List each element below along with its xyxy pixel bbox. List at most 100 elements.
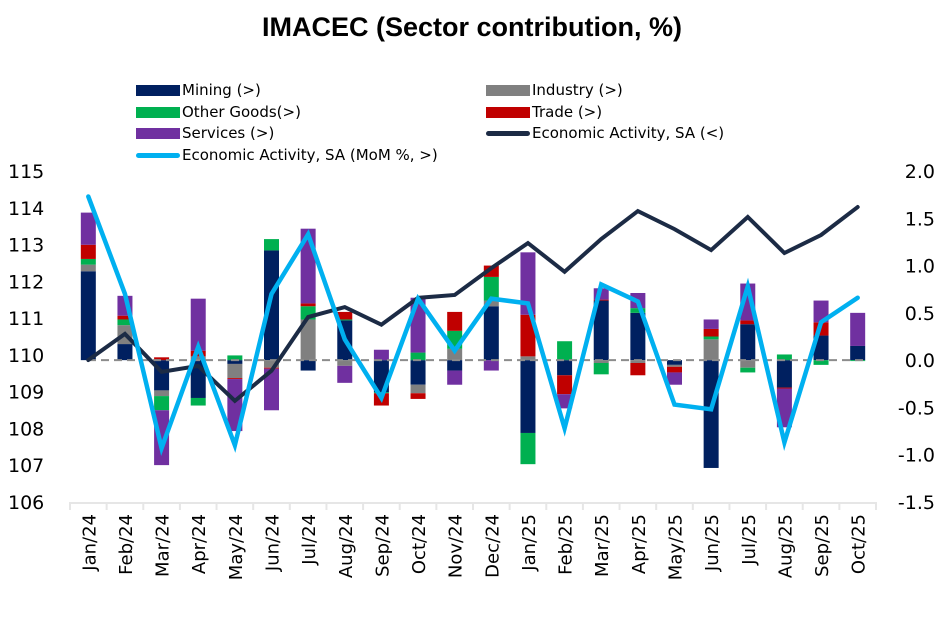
x-tick-label: Feb/25 — [556, 514, 577, 575]
bar-trade — [593, 299, 609, 301]
x-tick-label: Apr/24 — [189, 514, 210, 574]
bar-industry — [740, 360, 756, 368]
x-tick-label: Sep/25 — [812, 514, 833, 577]
left-tick-label: 106 — [8, 492, 44, 514]
bar-trade — [337, 311, 353, 320]
bar-services — [264, 368, 279, 411]
bar-industry — [667, 364, 682, 367]
legend-swatch-industry — [486, 84, 530, 96]
bar-mining — [410, 360, 426, 385]
x-tick-label: Jul/25 — [739, 514, 760, 566]
bar-services — [227, 379, 243, 432]
bar-industry — [703, 339, 719, 361]
bar-mining — [776, 360, 792, 388]
bar-industry — [227, 363, 243, 379]
bar-trade — [300, 303, 316, 307]
bar-industry — [337, 360, 353, 366]
bar-trade — [630, 362, 646, 376]
bar-mining — [667, 360, 682, 365]
right-axis: 2.0 1.5 1.0 0.5 0.0 -0.5 -1.0 -1.5 — [898, 161, 935, 514]
legend-swatch-other-goods — [136, 106, 180, 118]
legend-label: Mining (>) — [182, 81, 261, 99]
bar-industry — [630, 360, 646, 363]
left-tick-label: 108 — [8, 418, 44, 440]
bar-industry — [300, 319, 316, 361]
bar-trade — [410, 393, 426, 399]
x-axis: Jan/24 Feb/24 Mar/24 Apr/24 May/24 Jun/24 Jul/… — [69, 502, 877, 580]
legend-swatch-economic-activity-mom — [136, 152, 180, 158]
x-tick-label: Jun/24 — [263, 514, 284, 572]
bar-services — [850, 312, 866, 346]
bar-services — [373, 349, 389, 361]
bar-services — [520, 252, 536, 315]
bar-other-goods — [227, 355, 243, 361]
bar-industry — [593, 360, 609, 363]
bar-services — [483, 360, 499, 371]
legend-swatch-trade — [486, 106, 530, 118]
x-tick-label: Aug/25 — [775, 514, 796, 578]
bar-other-goods — [776, 354, 792, 361]
bar-other-goods — [117, 319, 133, 326]
bar-other-goods — [740, 367, 756, 373]
bar-other-goods — [557, 341, 573, 361]
bar-mining — [483, 306, 499, 361]
bar-trade — [227, 378, 243, 380]
bar-other-goods — [630, 308, 646, 313]
bar-trade — [154, 357, 170, 361]
bar-industry — [264, 360, 279, 368]
bar-industry — [520, 356, 536, 361]
legend-swatch-economic-activity — [486, 130, 530, 136]
right-tick-label: 1.5 — [905, 208, 935, 230]
bars — [80, 212, 866, 468]
legend-label: Other Goods(>) — [182, 103, 301, 121]
bar-other-goods — [80, 258, 96, 265]
bar-services — [813, 300, 829, 323]
legend-label: Services (>) — [182, 124, 275, 142]
x-tick-label: Feb/24 — [116, 514, 137, 575]
left-tick-label: 114 — [8, 198, 44, 220]
bar-services — [80, 212, 96, 245]
line-economic-activity-mom — [86, 194, 860, 456]
left-tick-label: 109 — [8, 382, 44, 404]
x-tick-label: May/25 — [666, 514, 687, 580]
bar-mining — [850, 345, 866, 361]
x-tick-label: Dec/24 — [482, 514, 503, 578]
legend-item-industry: Industry (>) — [486, 80, 623, 100]
right-tick-label: 1.0 — [905, 256, 935, 278]
right-tick-label: -0.5 — [898, 397, 935, 419]
chart-title: IMACEC (Sector contribution, %) — [262, 12, 682, 42]
x-tick-label: Nov/24 — [446, 514, 467, 578]
bar-mining — [593, 300, 609, 361]
bar-services — [667, 372, 682, 385]
bar-industry — [410, 384, 426, 394]
bar-trade — [190, 350, 206, 357]
x-tick-label: Jul/24 — [299, 514, 320, 566]
bar-mining — [740, 324, 756, 361]
bar-services — [447, 370, 463, 385]
legend-swatch-mining — [136, 84, 180, 96]
x-tick-label: Jun/25 — [702, 514, 723, 572]
right-tick-label: 0.0 — [905, 350, 935, 372]
bar-other-goods — [593, 362, 609, 375]
x-tick-label: Mar/24 — [153, 514, 174, 577]
bar-mining — [557, 360, 573, 376]
bar-mining — [630, 312, 646, 361]
bar-trade — [740, 320, 756, 325]
bar-trade — [667, 366, 682, 373]
x-tick-label: Apr/25 — [629, 514, 650, 574]
legend-label: Trade (>) — [532, 103, 603, 121]
legend-label: Industry (>) — [532, 81, 623, 99]
left-tick-label: 110 — [8, 345, 44, 367]
bar-other-goods — [520, 432, 536, 465]
bar-mining — [80, 271, 96, 361]
left-tick-label: 115 — [8, 161, 44, 183]
bar-mining — [227, 360, 243, 364]
bar-mining — [117, 344, 133, 361]
bar-services — [190, 298, 206, 351]
bar-services — [337, 365, 353, 383]
bar-trade — [447, 311, 463, 331]
legend-label: Economic Activity, SA (<) — [532, 124, 725, 142]
left-tick-label: 107 — [8, 455, 44, 477]
bar-other-goods — [483, 276, 499, 301]
